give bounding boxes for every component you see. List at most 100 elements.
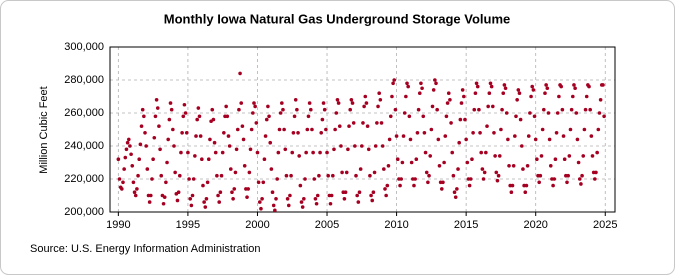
point	[465, 160, 470, 165]
point	[275, 177, 279, 181]
point	[427, 173, 431, 178]
point	[414, 157, 419, 161]
point	[184, 131, 189, 135]
point	[470, 157, 474, 161]
point	[161, 201, 166, 206]
point	[328, 201, 333, 206]
point	[246, 187, 250, 191]
point	[256, 180, 261, 185]
point	[516, 88, 521, 92]
point	[336, 101, 341, 105]
point	[191, 177, 196, 181]
point	[574, 111, 579, 115]
point	[503, 86, 508, 91]
point	[150, 177, 154, 181]
point	[349, 98, 354, 102]
point	[299, 200, 304, 204]
point	[201, 183, 205, 188]
y-tick-label: 240,000	[64, 140, 104, 152]
point	[484, 150, 488, 155]
point	[386, 164, 391, 168]
point	[289, 173, 293, 178]
point	[226, 134, 231, 138]
point	[158, 147, 162, 152]
point	[452, 190, 457, 194]
point	[449, 121, 453, 125]
point	[481, 177, 486, 181]
point	[602, 114, 606, 119]
point	[322, 107, 327, 112]
point	[392, 78, 397, 82]
point	[589, 134, 594, 138]
point	[443, 134, 448, 138]
point	[212, 140, 217, 145]
point	[334, 111, 339, 115]
x-tick-label: 2005	[315, 219, 339, 231]
point	[504, 111, 509, 115]
point	[188, 197, 193, 201]
point	[324, 127, 328, 132]
y-tick-label: 300,000	[64, 41, 104, 53]
point	[342, 197, 347, 201]
point	[588, 107, 592, 112]
point	[335, 98, 340, 102]
point	[318, 150, 322, 155]
point	[560, 107, 565, 112]
point	[286, 203, 291, 208]
point	[437, 164, 442, 168]
point	[348, 107, 353, 112]
point	[531, 88, 536, 92]
point	[351, 121, 356, 125]
point	[133, 193, 138, 198]
point	[136, 173, 140, 178]
point	[137, 157, 142, 161]
point	[302, 197, 306, 201]
point	[441, 180, 445, 185]
point	[571, 94, 575, 99]
point	[228, 167, 233, 171]
point	[311, 150, 315, 155]
point	[132, 190, 137, 194]
point	[577, 177, 582, 181]
point	[205, 180, 210, 185]
point	[378, 98, 383, 102]
point	[433, 78, 437, 82]
point	[548, 164, 553, 168]
point	[551, 183, 555, 188]
point	[308, 107, 313, 112]
point	[371, 190, 376, 194]
point	[123, 155, 128, 160]
point	[241, 137, 246, 142]
point	[257, 200, 262, 204]
point	[154, 98, 159, 102]
point	[472, 107, 477, 112]
point	[420, 86, 424, 91]
point	[234, 147, 239, 152]
point	[430, 104, 435, 109]
point	[446, 91, 451, 95]
point	[166, 137, 170, 142]
point	[426, 180, 430, 185]
point	[264, 117, 269, 122]
point	[312, 177, 317, 181]
point	[379, 121, 384, 125]
point	[431, 88, 436, 92]
point	[421, 114, 426, 119]
point	[523, 190, 528, 194]
point	[401, 134, 406, 138]
point	[474, 81, 479, 86]
point	[417, 91, 422, 95]
point	[233, 170, 238, 175]
point	[310, 127, 314, 132]
point	[315, 193, 320, 198]
point	[467, 183, 472, 188]
point	[535, 157, 539, 161]
point	[402, 111, 407, 115]
point	[369, 193, 373, 198]
point	[409, 160, 414, 165]
point	[155, 106, 160, 110]
x-tick-label: 2015	[454, 219, 478, 231]
point	[259, 206, 263, 211]
point	[269, 167, 274, 171]
point	[416, 107, 421, 112]
